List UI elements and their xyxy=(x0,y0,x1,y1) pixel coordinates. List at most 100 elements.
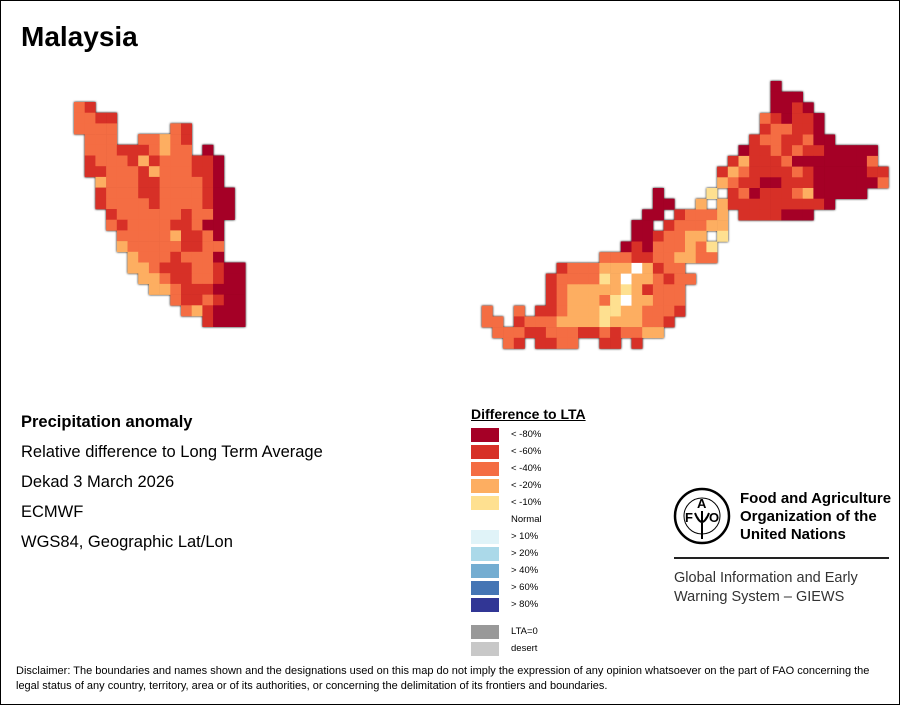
anomaly-cell xyxy=(170,283,182,295)
anomaly-cell xyxy=(610,262,622,274)
anomaly-cell xyxy=(770,102,782,114)
legend-swatch xyxy=(471,625,499,639)
anomaly-cell xyxy=(663,305,675,317)
anomaly-cell xyxy=(770,188,782,199)
anomaly-cell xyxy=(556,295,568,306)
anomaly-cell xyxy=(781,188,793,199)
anomaly-cell xyxy=(642,305,654,317)
anomaly-cell xyxy=(545,316,557,328)
anomaly-cell xyxy=(138,187,150,199)
anomaly-cell xyxy=(802,134,814,146)
anomaly-cell xyxy=(663,230,675,242)
legend-swatch xyxy=(471,462,499,476)
anomaly-cell xyxy=(599,273,611,285)
anomaly-cell xyxy=(202,251,214,263)
anomaly-cell xyxy=(127,230,139,242)
anomaly-cell xyxy=(588,305,600,317)
anomaly-cell xyxy=(727,198,739,210)
anomaly-cell xyxy=(642,220,654,232)
anomaly-cell xyxy=(138,176,150,188)
anomaly-cell xyxy=(148,219,160,231)
anomaly-cell xyxy=(127,209,139,220)
anomaly-cell xyxy=(759,134,771,146)
map-title: Malaysia xyxy=(21,21,138,52)
anomaly-cell xyxy=(148,155,160,167)
anomaly-cell xyxy=(706,220,718,232)
anomaly-cell xyxy=(717,230,729,242)
anomaly-cell xyxy=(106,155,118,167)
anomaly-cell xyxy=(652,188,664,199)
anomaly-cell xyxy=(781,166,793,178)
anomaly-cell xyxy=(770,198,782,210)
anomaly-cell xyxy=(170,134,182,146)
anomaly-cell xyxy=(695,241,707,253)
anomaly-cell xyxy=(74,112,85,124)
anomaly-cell xyxy=(159,209,171,220)
anomaly-cell xyxy=(781,113,793,125)
anomaly-cell xyxy=(181,144,192,156)
anomaly-cell xyxy=(631,284,643,296)
anomaly-cell xyxy=(556,316,568,328)
anomaly-cell xyxy=(148,241,160,253)
anomaly-cell xyxy=(234,316,246,327)
anomaly-cell xyxy=(213,209,225,220)
anomaly-cell xyxy=(685,230,696,242)
anomaly-cell xyxy=(877,166,889,178)
anomaly-cell xyxy=(513,327,525,339)
anomaly-cell xyxy=(792,198,803,210)
anomaly-cell xyxy=(138,273,150,285)
anomaly-cell xyxy=(599,284,611,296)
anomaly-cell xyxy=(781,209,793,221)
anomaly-cell xyxy=(234,283,246,295)
legend-item: > 40% xyxy=(471,564,601,578)
anomaly-cell xyxy=(717,209,729,221)
anomaly-cell xyxy=(663,316,675,328)
anomaly-cell xyxy=(170,262,182,274)
anomaly-cell xyxy=(717,198,729,210)
info-projection: WGS84, Geographic Lat/Lon xyxy=(21,533,233,551)
anomaly-cell xyxy=(127,166,139,178)
anomaly-cell xyxy=(674,273,686,285)
anomaly-cell xyxy=(877,177,889,189)
anomaly-cell xyxy=(74,123,85,135)
anomaly-cell xyxy=(866,145,878,157)
anomaly-cell xyxy=(610,316,622,328)
anomaly-cell xyxy=(631,252,643,264)
anomaly-cell xyxy=(813,177,825,189)
anomaly-cell xyxy=(95,144,107,156)
anomaly-cell xyxy=(545,295,557,306)
anomaly-cell xyxy=(181,283,192,295)
anomaly-cell xyxy=(535,337,547,349)
anomaly-cell xyxy=(759,155,771,167)
anomaly-cell xyxy=(652,230,664,242)
fao-logo-icon: F A O xyxy=(673,487,731,545)
giews-name: Global Information and Early Warning Sys… xyxy=(674,569,858,607)
anomaly-cell xyxy=(170,209,182,220)
anomaly-cell xyxy=(95,187,107,199)
anomaly-cell xyxy=(674,305,686,317)
anomaly-cell xyxy=(663,295,675,306)
anomaly-cell xyxy=(127,251,139,263)
anomaly-cell xyxy=(106,166,118,178)
anomaly-cell xyxy=(116,230,128,242)
anomaly-cell xyxy=(191,305,203,317)
anomaly-cell xyxy=(127,241,139,253)
anomaly-cell xyxy=(127,176,139,188)
anomaly-cell xyxy=(578,262,589,274)
anomaly-cell xyxy=(202,187,214,199)
anomaly-cell xyxy=(223,294,235,306)
anomaly-cell xyxy=(481,316,493,328)
anomaly-cell xyxy=(202,283,214,295)
anomaly-cell xyxy=(620,327,632,339)
anomaly-cell xyxy=(706,252,718,264)
anomaly-cell xyxy=(234,273,246,285)
anomaly-cell xyxy=(642,230,654,242)
anomaly-cell xyxy=(802,123,814,135)
anomaly-cell xyxy=(138,134,150,146)
anomaly-cell xyxy=(834,166,846,178)
anomaly-cell xyxy=(599,337,611,349)
svg-text:A: A xyxy=(697,496,707,511)
anomaly-cell xyxy=(620,252,632,264)
anomaly-cell xyxy=(588,262,600,274)
